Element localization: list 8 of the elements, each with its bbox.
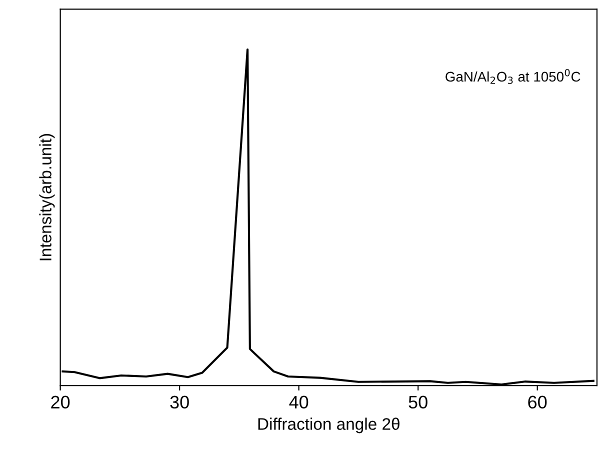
- x-tick-label: 30: [170, 396, 189, 409]
- x-tick-label: 40: [289, 396, 308, 409]
- x-axis-title: Diffraction angle 2θ: [258, 418, 400, 434]
- x-tick-label: 50: [408, 396, 428, 409]
- y-axis-title: Intensity(arb.unit): [39, 134, 55, 260]
- x-tick-label: 20: [51, 396, 70, 409]
- annotation: GaN/Al$_{2}$O$_{3}$ at 1050$^{0}$C: [446, 68, 580, 84]
- x-tick-label: 60: [528, 396, 547, 409]
